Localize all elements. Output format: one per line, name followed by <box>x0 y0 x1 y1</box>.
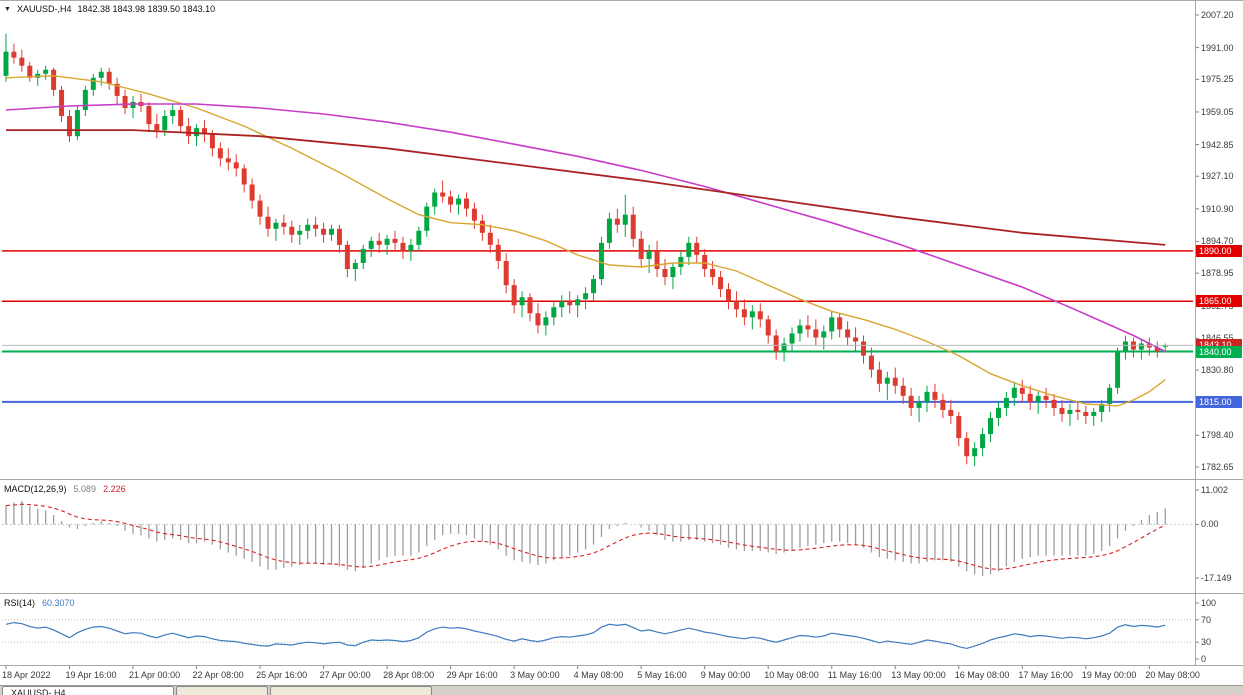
candlesticks-layer <box>3 33 1168 467</box>
price-badge: 1840.00 <box>1196 345 1242 358</box>
time-axis-label: 18 Apr 2022 <box>2 670 51 680</box>
time-axis-label: 11 May 16:00 <box>827 670 882 680</box>
price-axis-tick: 1782.65 <box>1201 462 1234 472</box>
rsi-axis-tick: 0 <box>1201 654 1207 664</box>
time-axis-label: 21 Apr 00:00 <box>129 670 181 680</box>
time-axis-label: 27 Apr 00:00 <box>319 670 371 680</box>
macd-axis-tick: -17.149 <box>1201 573 1232 583</box>
macd-main-value: 5.089 <box>73 484 97 494</box>
time-axis-label: 13 May 00:00 <box>891 670 946 680</box>
macd-axis-tick: 11.002 <box>1201 485 1228 495</box>
time-axis-label: 22 Apr 08:00 <box>192 670 244 680</box>
macd-title: MACD(12,26,9) <box>4 484 67 494</box>
panel-borders-layer <box>0 1 1243 666</box>
chart-tab[interactable]: XAUUSD-,H4 <box>2 686 174 695</box>
time-axis-label: 5 May 16:00 <box>637 670 687 680</box>
price-axis-tick: 1927.10 <box>1201 171 1234 182</box>
time-axis-label: 17 May 16:00 <box>1018 670 1073 680</box>
price-badge: 1890.00 <box>1196 244 1242 257</box>
time-axis-label: 28 Apr 08:00 <box>383 670 435 680</box>
price-axis-tick: 1798.40 <box>1201 430 1234 441</box>
chart-tab[interactable] <box>270 686 432 695</box>
time-axis-label: 19 May 00:00 <box>1081 670 1137 680</box>
chart-tab[interactable] <box>176 686 268 695</box>
price-axis[interactable]: 2007.20 1991.00 1975.25 1959.05 1942.85 1927.… <box>1195 1 1243 665</box>
price-axis-tick: 1846.55 <box>1201 333 1234 343</box>
macd-indicator-label: MACD(12,26,9) 5.089 2.226 <box>4 484 126 494</box>
macd-axis-tick: 0.00 <box>1201 519 1219 530</box>
price-axis-tick: 1894.70 <box>1201 236 1234 247</box>
horizontal-levels-layer <box>2 250 1193 403</box>
rsi-value: 60.3070 <box>42 598 75 608</box>
price-axis-tick: 1910.90 <box>1201 203 1234 214</box>
rsi-title: RSI(14) <box>4 598 36 608</box>
chart-header: ▼ XAUUSD-,H4 1842.38 1843.98 1839.50 184… <box>4 4 215 14</box>
rsi-indicator-label: RSI(14) 60.3070 <box>4 598 75 608</box>
rsi-axis-tick: 70 <box>1201 614 1212 625</box>
price-badge: 1815.00 <box>1196 395 1242 408</box>
time-axis-label: 3 May 00:00 <box>510 670 560 680</box>
ohlc-values: 1842.38 1843.98 1839.50 1843.10 <box>77 4 216 14</box>
price-axis-tick: 1991.00 <box>1201 42 1234 53</box>
rsi-axis-tick: 100 <box>1201 598 1217 608</box>
chart-tab-bar: XAUUSD-,H4 <box>0 685 1243 695</box>
time-axis-label: 29 Apr 16:00 <box>446 670 498 680</box>
time-axis-label: 16 May 08:00 <box>954 670 1010 680</box>
price-axis-tick: 1942.85 <box>1201 139 1234 150</box>
rsi-axis-tick: 30 <box>1201 637 1212 648</box>
macd-layer <box>2 500 1193 576</box>
price-axis-tick: 1830.80 <box>1201 365 1234 376</box>
axis-ticks-layer <box>5 14 1199 669</box>
rsi-layer <box>2 619 1193 650</box>
symbol-period-label: XAUUSD-,H4 <box>16 4 72 14</box>
moving-averages-layer <box>5 75 1166 407</box>
price-badge: 1865.00 <box>1196 295 1242 308</box>
time-axis-label: 20 May 08:00 <box>1145 670 1200 680</box>
price-axis-tick: 1878.95 <box>1201 268 1234 279</box>
price-axis-tick: 1959.05 <box>1201 106 1234 117</box>
time-axis-label: 25 Apr 16:00 <box>256 670 308 680</box>
time-axis-label: 4 May 08:00 <box>573 670 624 680</box>
price-axis-tick: 1975.25 <box>1201 74 1234 85</box>
time-axis-label: 9 May 00:00 <box>700 670 751 680</box>
time-axis[interactable]: 18 Apr 2022 19 Apr 16:00 21 Apr 00:00 22 Ap… <box>0 665 1243 684</box>
symbol-dropdown-icon[interactable]: ▼ <box>4 5 11 13</box>
time-axis-label: 10 May 08:00 <box>764 670 819 680</box>
macd-signal-value: 2.226 <box>103 484 126 494</box>
price-axis-tick: 2007.20 <box>1201 10 1234 20</box>
time-axis-label: 19 Apr 16:00 <box>65 670 117 680</box>
